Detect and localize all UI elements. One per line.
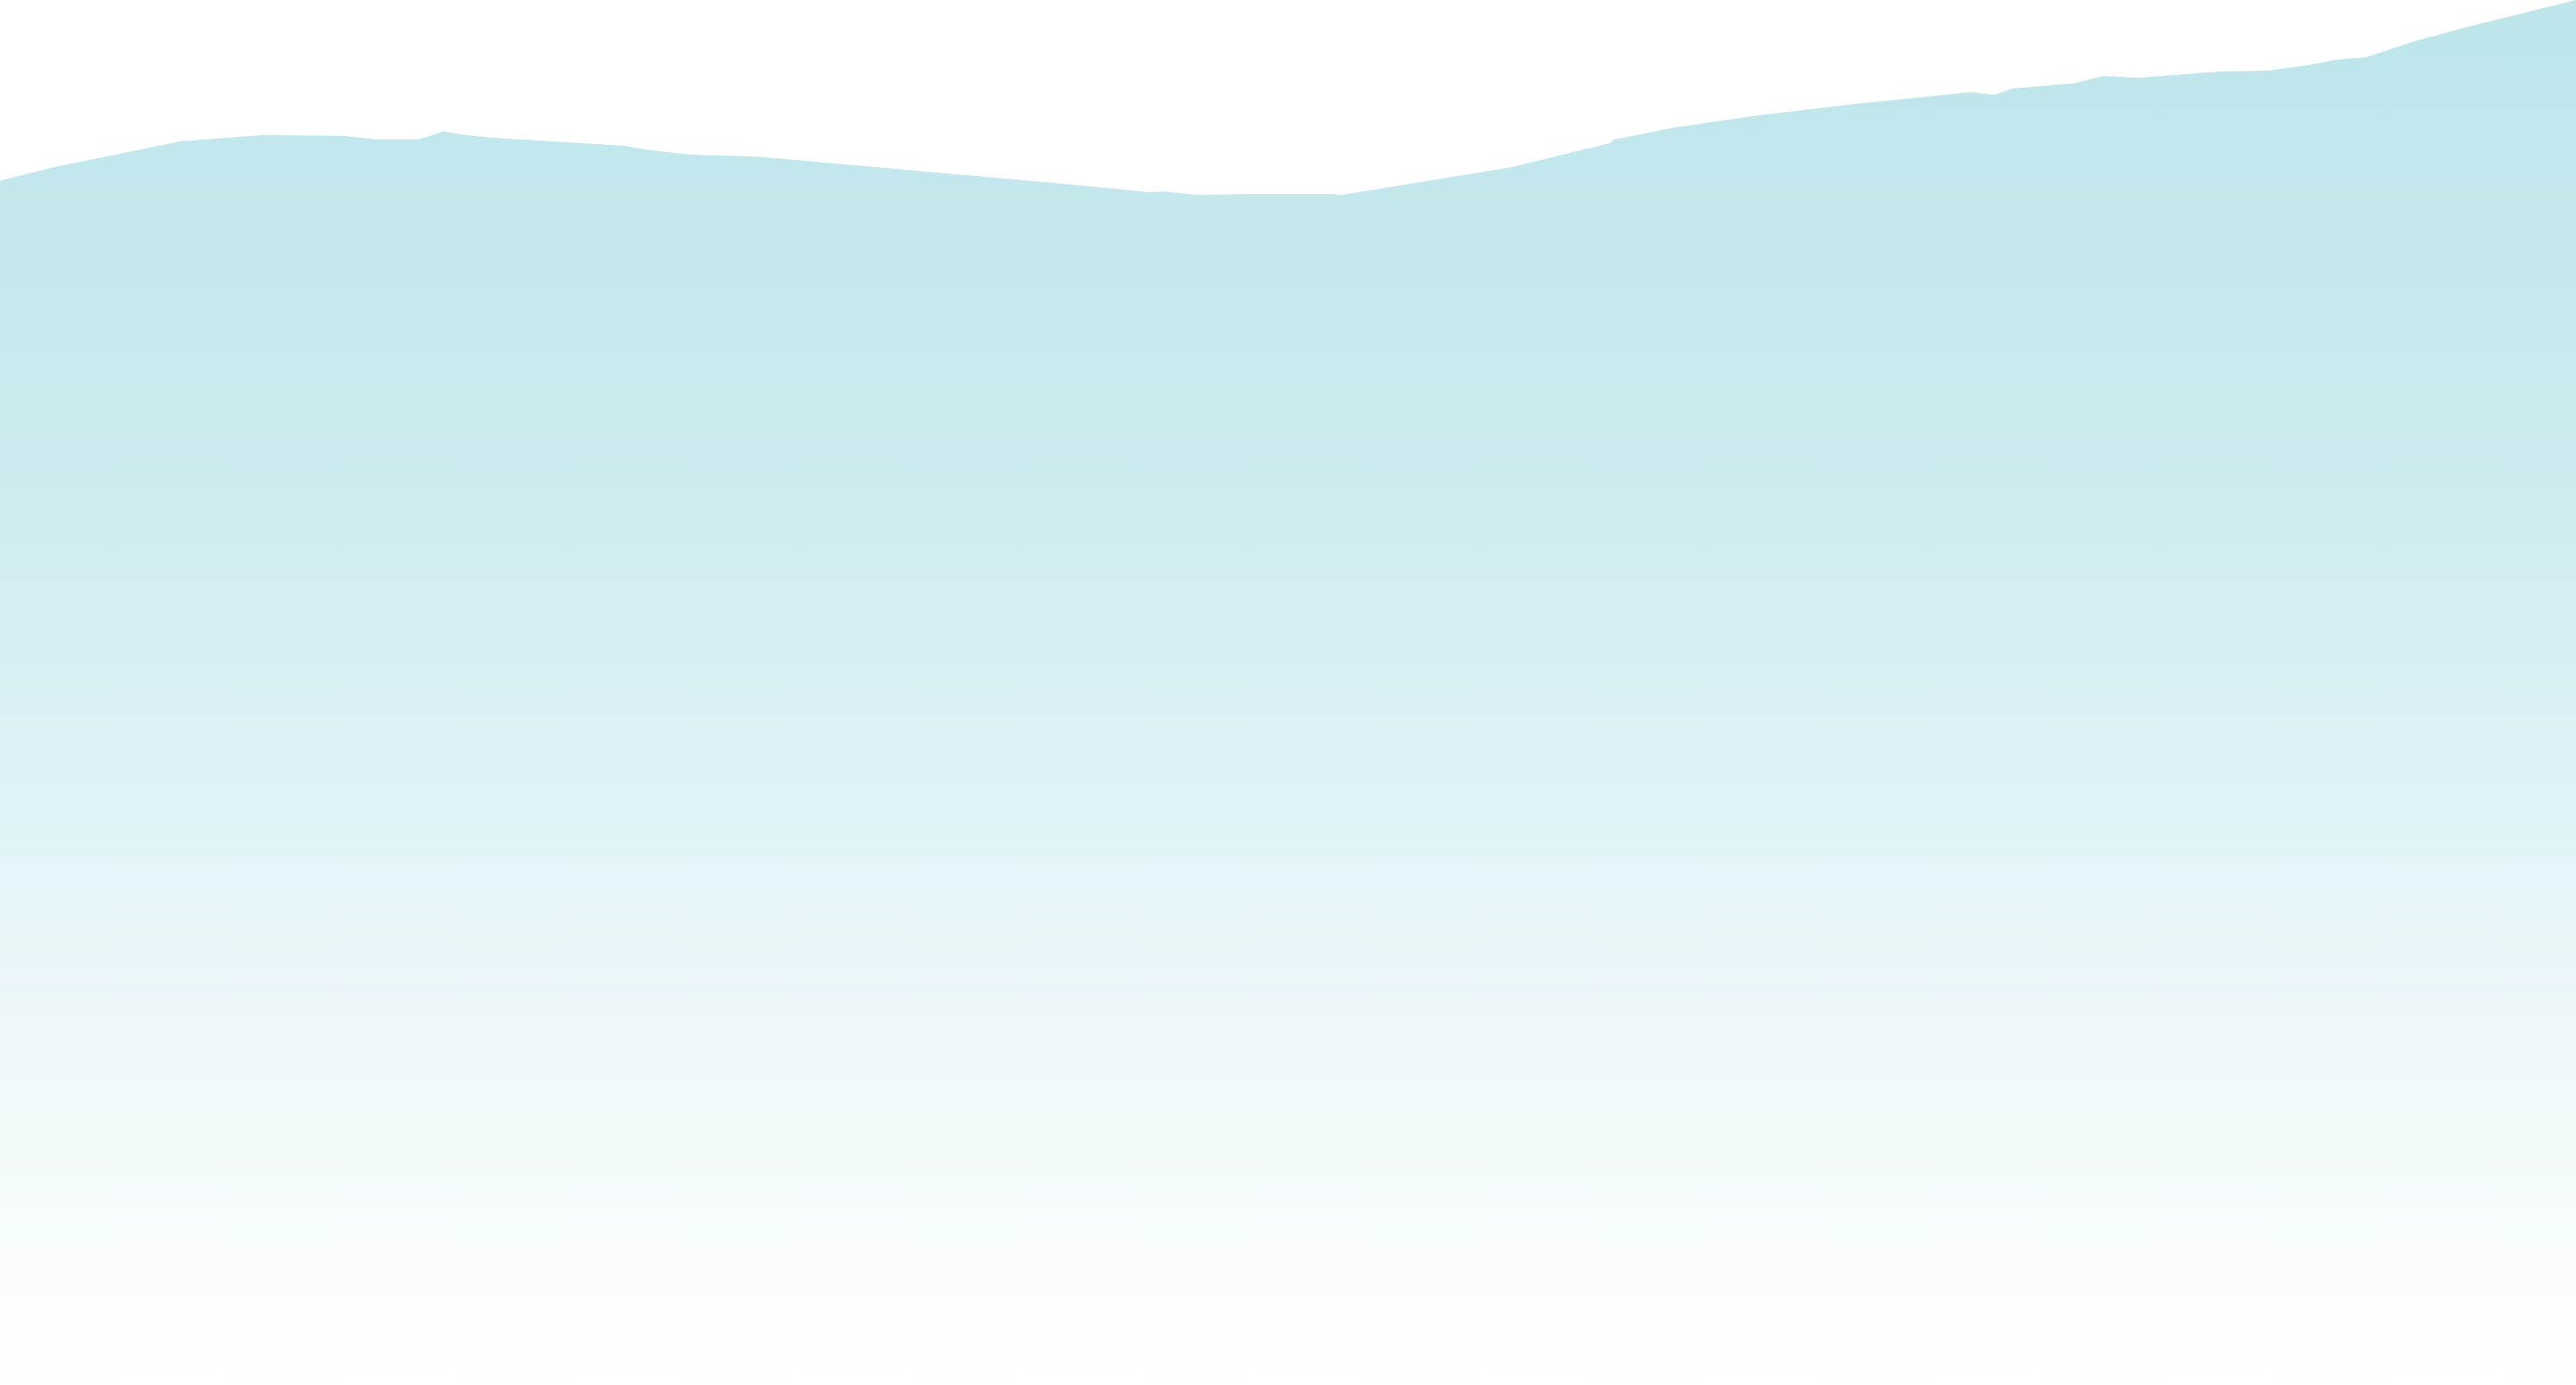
background	[0, 0, 2576, 1385]
wave-shape	[0, 0, 2576, 1385]
page	[0, 0, 2576, 1385]
